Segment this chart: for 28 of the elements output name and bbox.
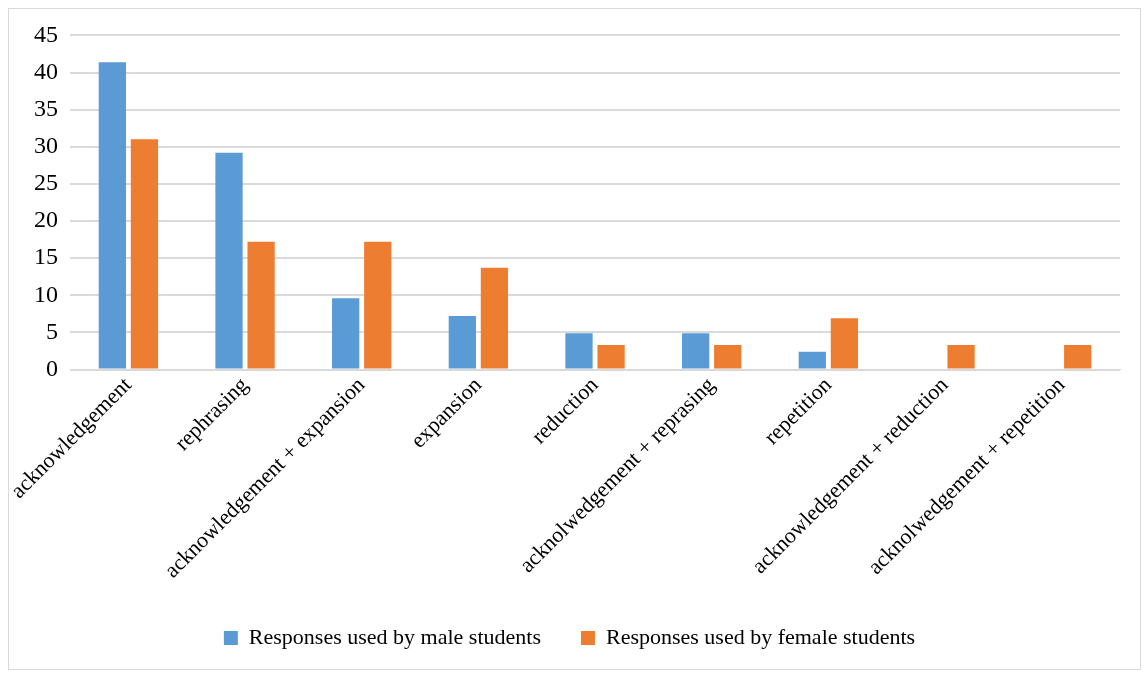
bar — [332, 298, 360, 369]
y-tick-label: 15 — [34, 243, 59, 270]
legend-label: Responses used by female students — [605, 623, 916, 649]
bar — [714, 345, 742, 369]
bar — [448, 316, 476, 369]
bar — [798, 351, 826, 369]
y-tick-label: 35 — [34, 94, 59, 121]
bar — [98, 62, 126, 369]
bar — [947, 345, 975, 369]
bar — [215, 152, 243, 369]
y-tick-label: 10 — [34, 280, 59, 307]
y-tick-label: 45 — [34, 20, 59, 47]
bar — [682, 333, 710, 369]
bar — [480, 267, 509, 369]
bar — [597, 345, 625, 369]
bar — [830, 318, 859, 369]
y-tick-label: 5 — [46, 317, 59, 344]
y-tick-label: 40 — [34, 57, 59, 84]
legend-label: Responses used by male students — [248, 623, 541, 649]
y-tick-label: 20 — [34, 206, 59, 233]
bar — [565, 333, 593, 369]
bar — [130, 139, 159, 369]
y-tick-label: 25 — [34, 169, 59, 196]
y-tick-label: 30 — [34, 132, 59, 159]
bar — [247, 241, 275, 369]
bar — [364, 241, 392, 369]
bar — [1064, 345, 1092, 369]
y-tick-label: 0 — [46, 354, 59, 381]
